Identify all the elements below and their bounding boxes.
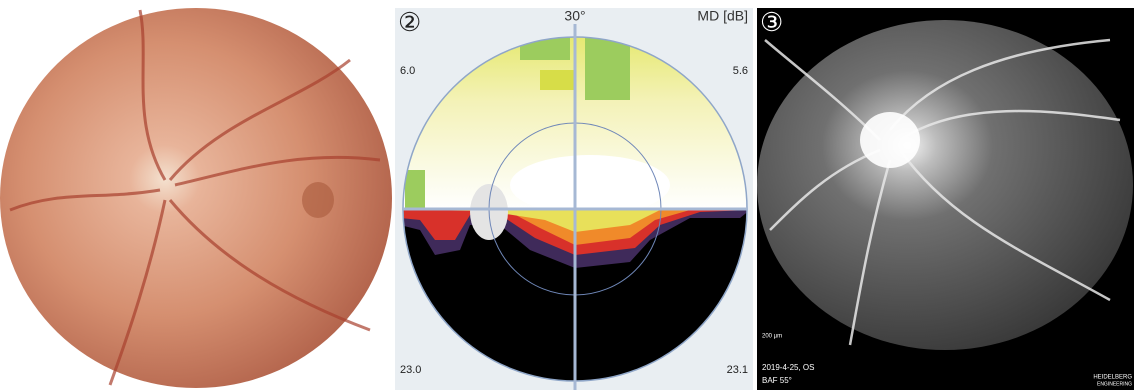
corner-value: 5.6 bbox=[733, 65, 748, 77]
logo-text: HEIDELBERG bbox=[1093, 375, 1132, 381]
scale-bar-label: 200 µm bbox=[762, 334, 782, 340]
angiography-panel: ③ 200 µm 2019-4-25, OS BAF 55° HEIDELBER… bbox=[757, 7, 1134, 390]
corner-value: 23.1 bbox=[727, 364, 748, 376]
corner-value: 23.0 bbox=[400, 364, 421, 376]
panel-number: ③ bbox=[760, 7, 783, 37]
visual-field-panel: ② 30° MD [dB] 6.0 5.6 23.0 23.1 bbox=[395, 7, 753, 390]
angiography-image bbox=[757, 20, 1133, 350]
panel-number: ① bbox=[6, 5, 29, 35]
unit-label: MD [dB] bbox=[697, 8, 748, 24]
logo-text: ENGINEERING bbox=[1097, 381, 1132, 387]
eccentricity-label: 30° bbox=[564, 8, 585, 24]
date-label: 2019-4-25, OS bbox=[762, 363, 814, 372]
field-label: BAF 55° bbox=[762, 376, 792, 385]
corner-value: 6.0 bbox=[400, 65, 415, 77]
panel-number: ② bbox=[398, 7, 421, 37]
figure: ① ② 30° MD [dB] 6.0 5.6 23.0 23.1 bbox=[0, 0, 1134, 390]
fundus-panel: ① bbox=[0, 0, 392, 390]
